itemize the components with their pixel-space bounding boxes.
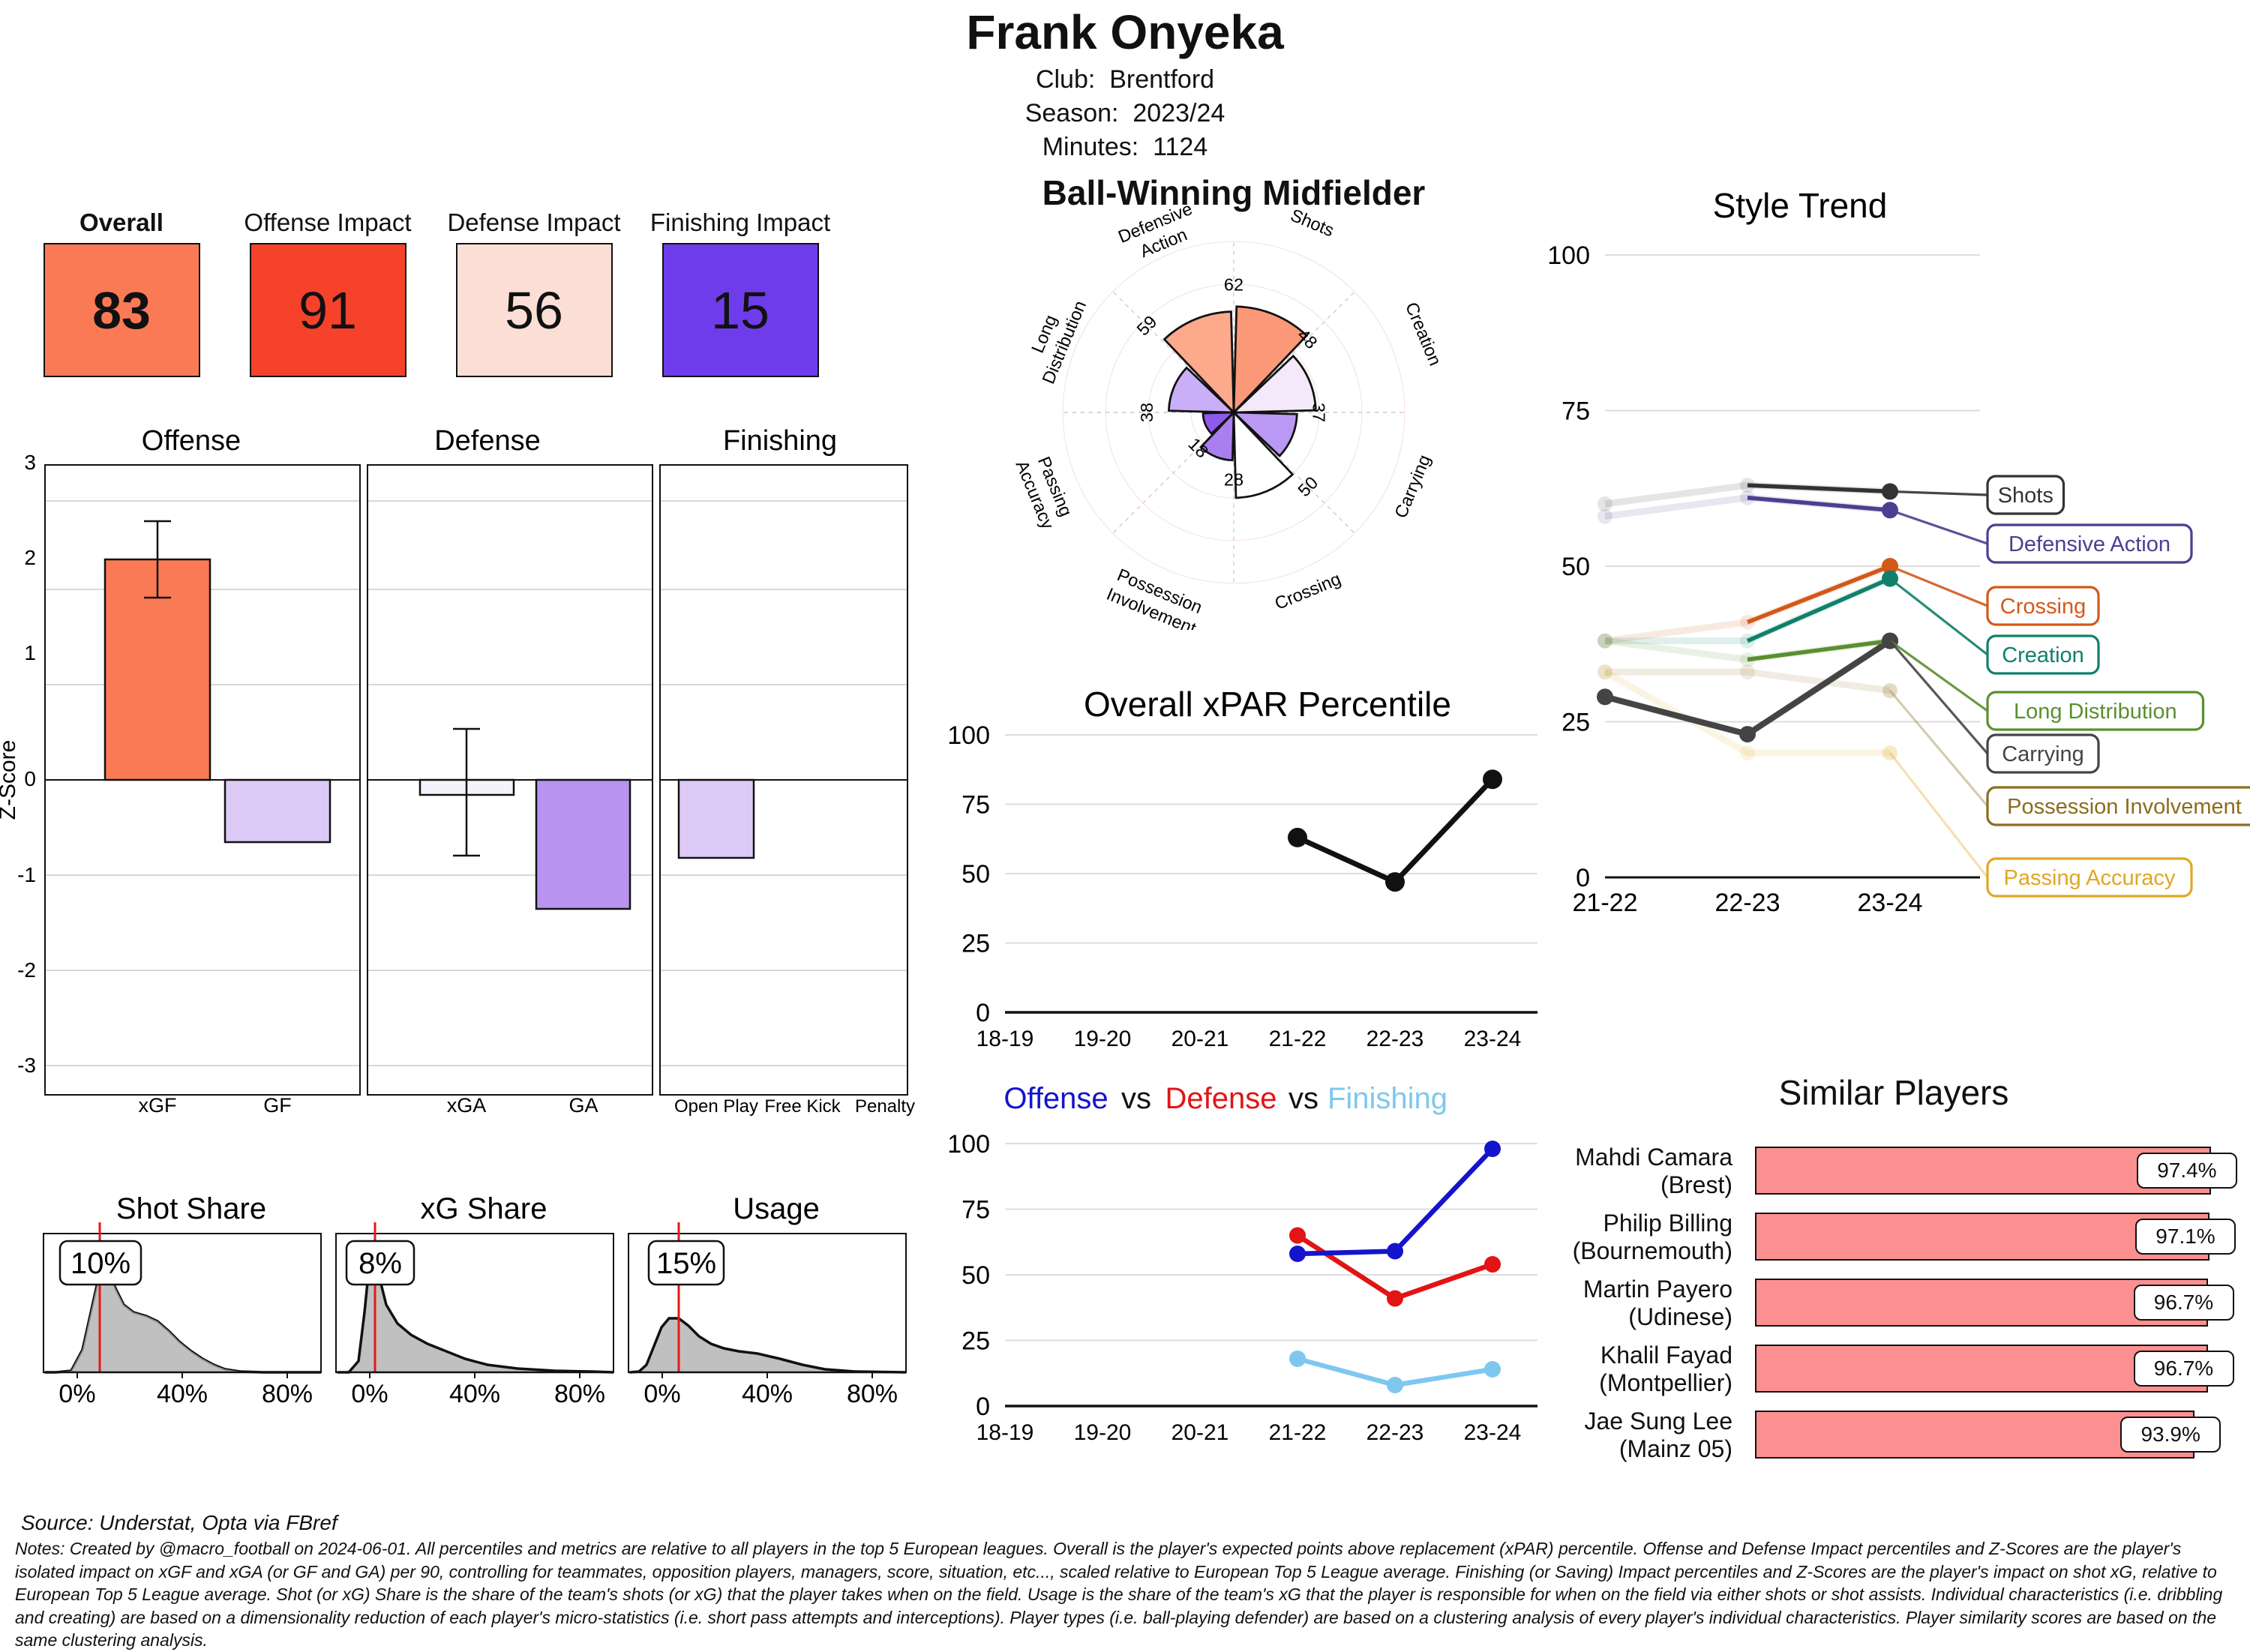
svg-text:10%: 10% bbox=[70, 1247, 130, 1280]
svg-text:Shot Share: Shot Share bbox=[116, 1192, 266, 1225]
svg-text:22-23: 22-23 bbox=[1366, 1420, 1424, 1445]
svg-text:80%: 80% bbox=[847, 1380, 898, 1408]
svg-text:80%: 80% bbox=[554, 1380, 605, 1408]
svg-text:22-23: 22-23 bbox=[1366, 1027, 1424, 1051]
svg-text:Usage: Usage bbox=[733, 1192, 820, 1225]
svg-text:75: 75 bbox=[962, 1196, 990, 1225]
svg-text:Creation: Creation bbox=[1402, 299, 1445, 368]
svg-text:80%: 80% bbox=[262, 1380, 313, 1408]
svg-text:Finishing: Finishing bbox=[723, 425, 837, 457]
svg-text:19-20: 19-20 bbox=[1074, 1027, 1132, 1051]
svg-text:GF: GF bbox=[263, 1094, 292, 1117]
svg-text:1: 1 bbox=[24, 641, 36, 664]
svg-text:50: 50 bbox=[962, 1261, 990, 1290]
svg-text:19-20: 19-20 bbox=[1074, 1420, 1132, 1445]
svg-text:21-22: 21-22 bbox=[1269, 1420, 1327, 1445]
svg-text:vs: vs bbox=[1121, 1082, 1151, 1115]
svg-text:0%: 0% bbox=[351, 1380, 388, 1408]
svg-text:23-24: 23-24 bbox=[1464, 1420, 1522, 1445]
svg-text:21-22: 21-22 bbox=[1573, 889, 1638, 917]
svg-text:vs: vs bbox=[1288, 1082, 1318, 1115]
svg-text:37: 37 bbox=[1310, 403, 1329, 422]
svg-text:PossessionInvolvement: PossessionInvolvement bbox=[1104, 564, 1208, 630]
svg-text:3: 3 bbox=[24, 451, 36, 474]
svg-text:21-22: 21-22 bbox=[1269, 1027, 1327, 1051]
svg-text:Z-Score: Z-Score bbox=[0, 740, 20, 820]
svg-text:xGA: xGA bbox=[447, 1094, 487, 1117]
svg-text:Crossing: Crossing bbox=[2000, 595, 2086, 619]
svg-text:DefensiveAction: DefensiveAction bbox=[1115, 199, 1203, 267]
svg-text:xG Share: xG Share bbox=[421, 1192, 548, 1225]
svg-text:20-21: 20-21 bbox=[1172, 1027, 1229, 1051]
svg-text:20-21: 20-21 bbox=[1172, 1420, 1229, 1445]
svg-text:Carrying: Carrying bbox=[2002, 742, 2084, 766]
svg-text:Free Kick: Free Kick bbox=[764, 1096, 841, 1117]
svg-text:50: 50 bbox=[1562, 553, 1590, 581]
svg-text:xGF: xGF bbox=[139, 1094, 177, 1117]
svg-text:40%: 40% bbox=[449, 1380, 500, 1408]
svg-text:Penalty: Penalty bbox=[855, 1096, 915, 1117]
svg-text:100: 100 bbox=[947, 721, 990, 750]
svg-text:62: 62 bbox=[1224, 274, 1244, 294]
svg-text:25: 25 bbox=[962, 930, 990, 958]
svg-text:0%: 0% bbox=[58, 1380, 95, 1408]
svg-text:Possession Involvement: Possession Involvement bbox=[2007, 795, 2242, 819]
svg-text:GA: GA bbox=[568, 1094, 598, 1117]
svg-text:Style Trend: Style Trend bbox=[1713, 186, 1888, 225]
svg-text:Long Distribution: Long Distribution bbox=[2014, 700, 2177, 724]
svg-text:-2: -2 bbox=[17, 958, 36, 982]
svg-text:-3: -3 bbox=[17, 1054, 36, 1077]
svg-text:Shots: Shots bbox=[1288, 205, 1336, 241]
svg-text:75: 75 bbox=[962, 791, 990, 820]
svg-text:Defensive Action: Defensive Action bbox=[2008, 532, 2170, 556]
svg-text:-1: -1 bbox=[17, 863, 36, 886]
svg-text:8%: 8% bbox=[358, 1247, 402, 1280]
svg-text:0: 0 bbox=[976, 999, 990, 1027]
svg-text:Open Play: Open Play bbox=[674, 1096, 758, 1117]
svg-text:50: 50 bbox=[962, 860, 990, 889]
svg-text:LongDistribution: LongDistribution bbox=[1018, 289, 1090, 387]
svg-text:25: 25 bbox=[1562, 709, 1590, 737]
svg-text:22-23: 22-23 bbox=[1715, 889, 1780, 917]
svg-text:0%: 0% bbox=[644, 1380, 680, 1408]
svg-text:Defense: Defense bbox=[1166, 1082, 1277, 1115]
svg-text:Overall xPAR Percentile: Overall xPAR Percentile bbox=[1084, 685, 1451, 724]
svg-text:100: 100 bbox=[947, 1130, 990, 1159]
svg-text:Creation: Creation bbox=[2002, 643, 2084, 667]
svg-text:Shots: Shots bbox=[1998, 484, 2054, 508]
svg-text:Passing Accuracy: Passing Accuracy bbox=[2004, 866, 2176, 890]
svg-text:Offense: Offense bbox=[1004, 1082, 1108, 1115]
svg-text:75: 75 bbox=[1562, 397, 1590, 426]
svg-text:100: 100 bbox=[1547, 241, 1590, 270]
svg-text:23-24: 23-24 bbox=[1858, 889, 1923, 917]
svg-text:40%: 40% bbox=[157, 1380, 208, 1408]
svg-text:18-19: 18-19 bbox=[976, 1027, 1034, 1051]
svg-text:15%: 15% bbox=[656, 1247, 716, 1280]
svg-text:40%: 40% bbox=[742, 1380, 793, 1408]
svg-text:28: 28 bbox=[1224, 470, 1244, 490]
svg-text:38: 38 bbox=[1137, 403, 1156, 422]
svg-text:23-24: 23-24 bbox=[1464, 1027, 1522, 1051]
svg-text:Finishing: Finishing bbox=[1328, 1082, 1448, 1115]
svg-text:Crossing: Crossing bbox=[1272, 568, 1344, 613]
svg-text:0: 0 bbox=[24, 767, 36, 790]
svg-text:Defense: Defense bbox=[434, 425, 541, 457]
svg-text:0: 0 bbox=[976, 1393, 990, 1421]
svg-text:18-19: 18-19 bbox=[976, 1420, 1034, 1445]
svg-text:Offense: Offense bbox=[142, 425, 241, 457]
svg-text:PassingAccuracy: PassingAccuracy bbox=[1012, 449, 1078, 532]
svg-text:25: 25 bbox=[962, 1327, 990, 1356]
svg-text:2: 2 bbox=[24, 546, 36, 569]
